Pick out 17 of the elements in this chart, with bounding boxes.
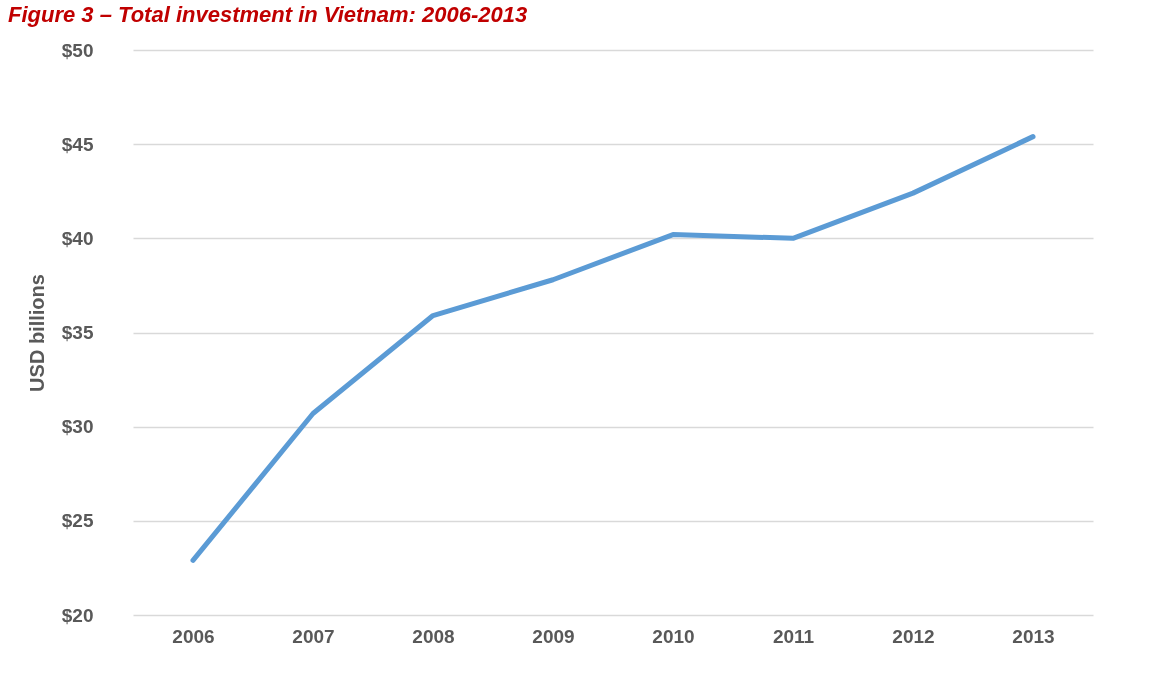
y-tick-label: $45 bbox=[61, 133, 94, 155]
x-tick-label: 2006 bbox=[172, 625, 215, 647]
y-tick-label: $40 bbox=[61, 227, 94, 249]
y-tick-label: $20 bbox=[61, 604, 94, 626]
x-tick-label: 2011 bbox=[772, 625, 815, 647]
x-tick-label: 2013 bbox=[1012, 625, 1055, 647]
y-tick-label: $30 bbox=[61, 416, 94, 438]
y-tick-label: $35 bbox=[61, 322, 94, 343]
x-tick-label: 2009 bbox=[532, 625, 575, 647]
x-tick-label: 2007 bbox=[292, 625, 335, 647]
chart-title: Figure 3 – Total investment in Vietnam: 2006-2013 bbox=[8, 2, 528, 27]
y-axis-title: USD billions bbox=[25, 274, 48, 392]
x-tick-label: 2008 bbox=[412, 625, 455, 647]
x-tick-label: 2010 bbox=[652, 625, 695, 647]
y-tick-label: $50 bbox=[61, 39, 94, 61]
y-tick-label: $25 bbox=[61, 510, 94, 532]
x-tick-label: 2012 bbox=[892, 625, 935, 647]
